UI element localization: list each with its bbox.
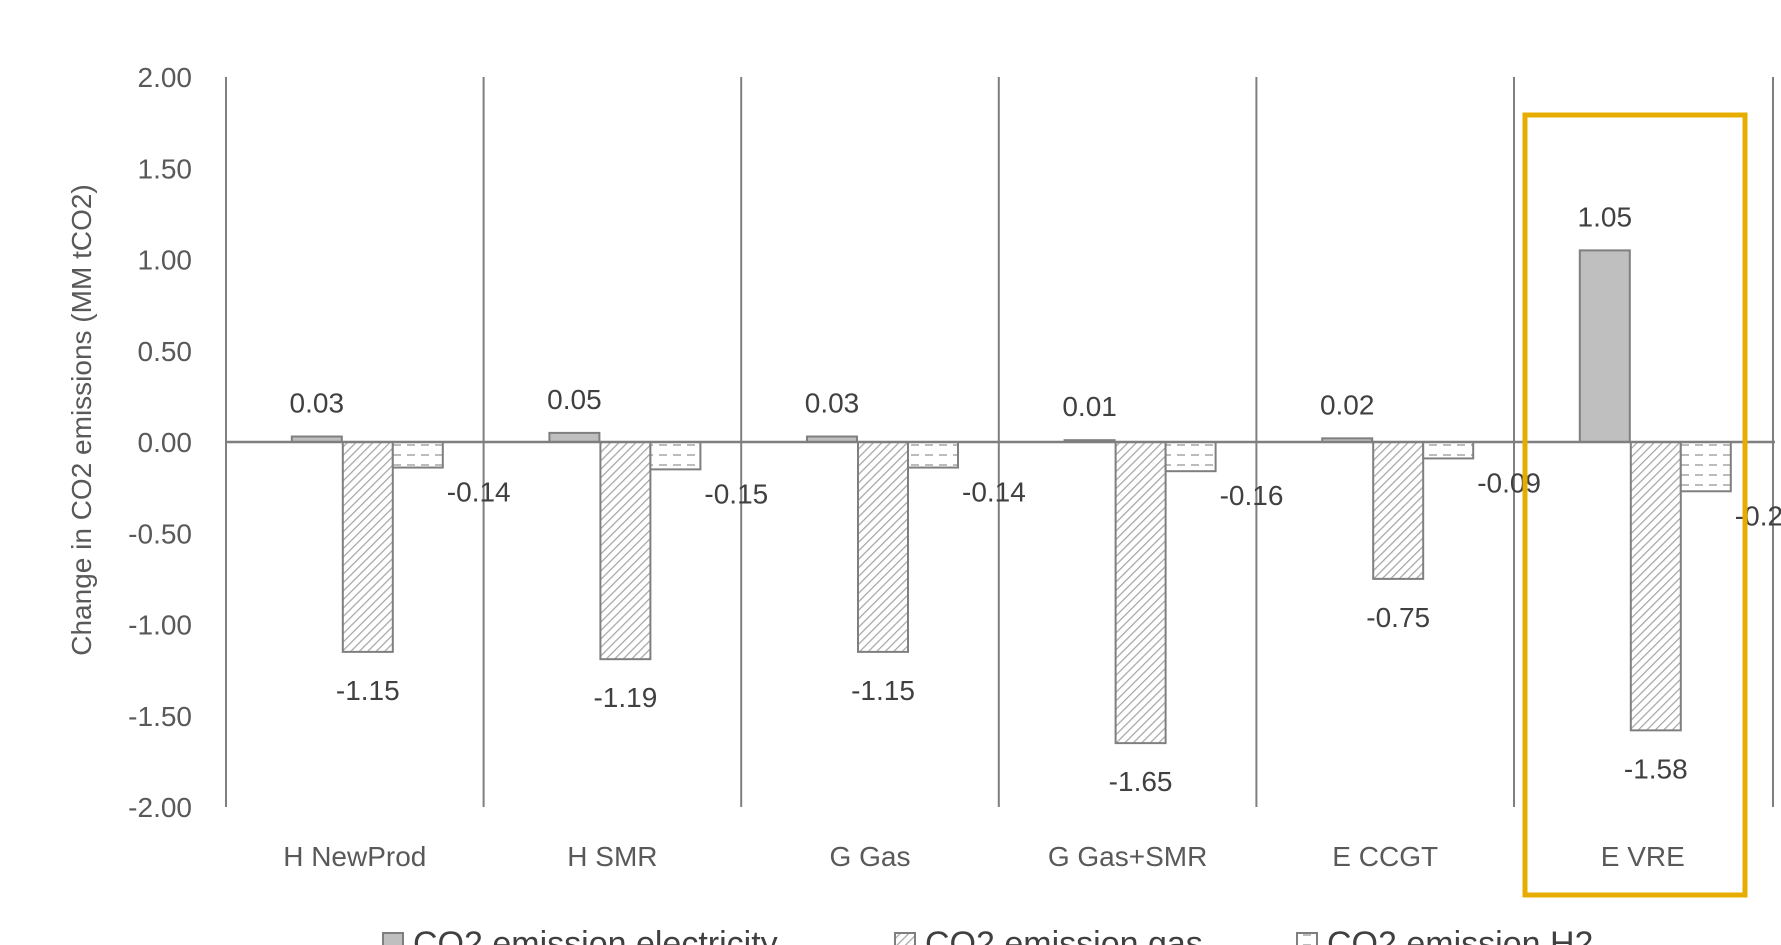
- data-label: 0.02: [1320, 389, 1375, 420]
- data-label: 0.03: [805, 388, 860, 419]
- bar-diagonal: [1114, 441, 1167, 745]
- legend-label: CO2 emission gas: [925, 925, 1203, 945]
- legend-swatch: [382, 932, 404, 945]
- data-label: -0.75: [1366, 602, 1430, 633]
- data-label: 1.05: [1578, 201, 1633, 232]
- data-label: 0.05: [547, 384, 602, 415]
- bar-dashed: [907, 441, 959, 469]
- data-label: -0.14: [447, 477, 511, 508]
- legend-label: CO2 emission electricity: [413, 925, 778, 945]
- data-label: -1.15: [336, 675, 400, 706]
- bar-solid: [548, 431, 601, 443]
- y-tick-label: 1.00: [138, 245, 193, 276]
- bar-diagonal: [1372, 441, 1425, 580]
- y-tick-label: 0.50: [138, 336, 193, 367]
- legend-swatch: [894, 932, 916, 945]
- bar-diagonal: [1629, 441, 1682, 732]
- y-axis-title: Change in CO2 emissions (MM tCO2): [66, 184, 97, 655]
- x-category-label: E CCGT: [1332, 841, 1438, 872]
- legend-swatch: [1296, 932, 1318, 945]
- bar-diagonal: [857, 441, 909, 653]
- data-label: -1.58: [1624, 753, 1688, 784]
- y-tick-label: 2.00: [138, 62, 193, 93]
- data-label: -0.09: [1477, 467, 1541, 498]
- x-category-label: G Gas+SMR: [1048, 841, 1207, 872]
- y-tick-label: -1.50: [128, 701, 192, 732]
- data-label: -1.19: [593, 682, 657, 713]
- x-category-label: G Gas: [830, 841, 911, 872]
- legend-label: CO2 emission H2: [1327, 925, 1593, 945]
- x-category-label: H SMR: [567, 841, 657, 872]
- data-label: -0.16: [1220, 480, 1284, 511]
- bar-dashed: [649, 441, 702, 471]
- y-tick-label: -2.00: [128, 792, 192, 823]
- bar-dashed: [391, 441, 444, 469]
- bar-solid: [1578, 249, 1631, 443]
- data-label: -1.15: [851, 675, 915, 706]
- x-category-label: E VRE: [1601, 841, 1685, 872]
- y-tick-label: 1.50: [138, 153, 193, 184]
- bar-dashed: [1679, 441, 1732, 493]
- y-tick-label: -1.00: [128, 610, 192, 641]
- data-label: -0.14: [962, 477, 1026, 508]
- data-label: -0.27: [1735, 500, 1781, 531]
- bar-dashed: [1164, 441, 1217, 473]
- data-label: 0.01: [1062, 391, 1117, 422]
- y-tick-label: -0.50: [128, 518, 192, 549]
- bar-diagonal: [599, 441, 652, 661]
- bar-diagonal: [341, 441, 394, 653]
- bar-dashed: [1422, 441, 1475, 460]
- data-label: -1.65: [1109, 766, 1173, 797]
- data-label: 0.03: [290, 388, 345, 419]
- x-category-label: H NewProd: [283, 841, 426, 872]
- highlight-box: [1522, 112, 1748, 898]
- y-tick-label: 0.00: [138, 427, 193, 458]
- data-label: -0.15: [704, 478, 768, 509]
